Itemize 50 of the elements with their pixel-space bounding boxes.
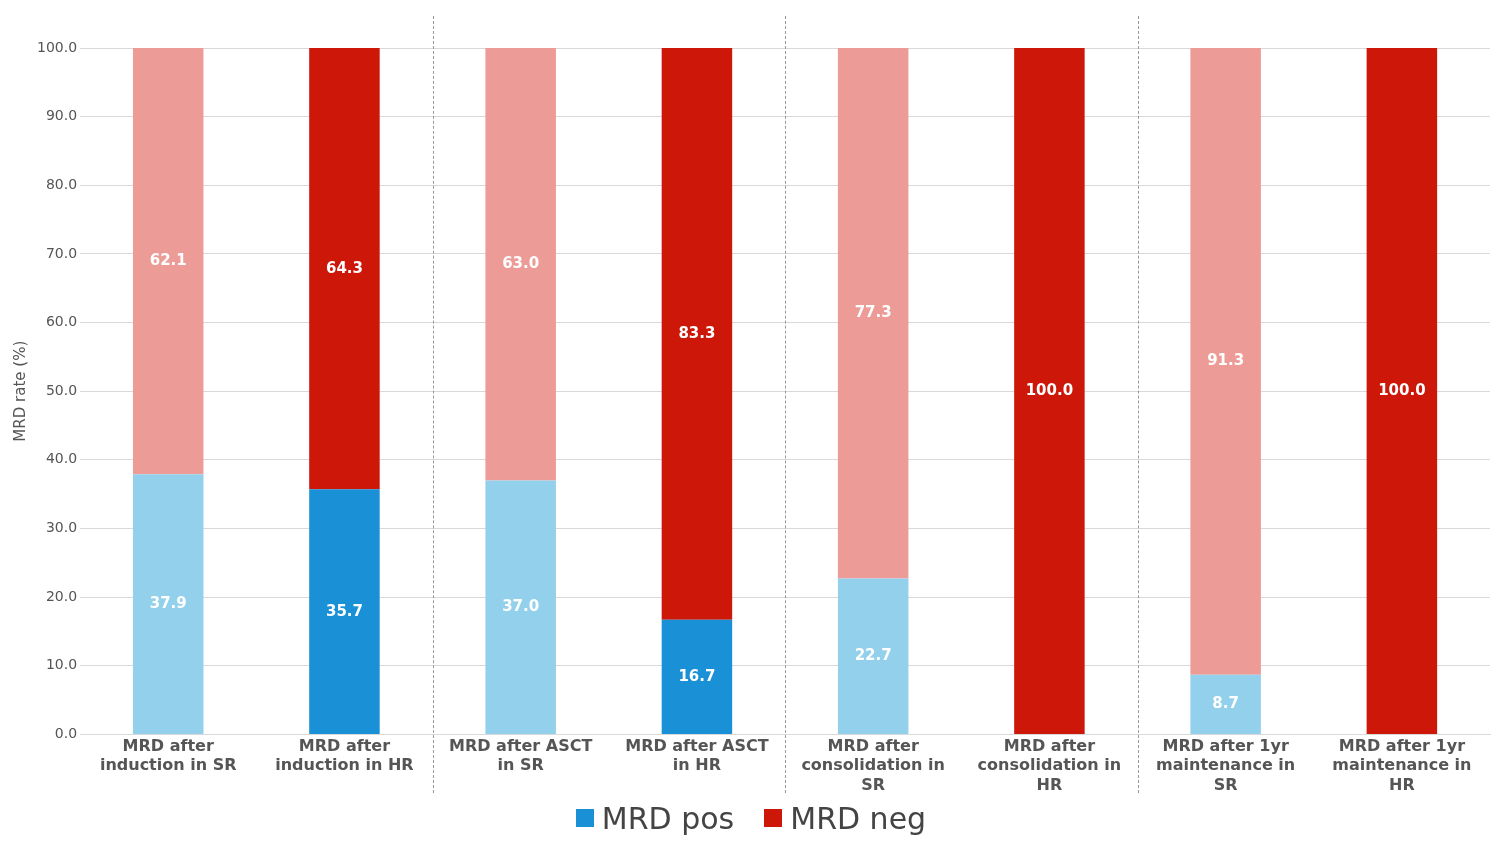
data-label: 64.3 [325, 258, 363, 277]
data-label: 100.0 [1025, 380, 1074, 399]
bar [837, 578, 909, 734]
y-tick-label: 30.0 [45, 519, 78, 536]
bar [485, 48, 556, 481]
bar [309, 489, 380, 734]
x-tick-label: MRD after induction in SR [99, 736, 237, 775]
bar [837, 48, 909, 579]
data-label: 8.7 [1212, 694, 1239, 713]
y-axis-title: MRD rate (%) [10, 340, 29, 442]
bar [1190, 674, 1261, 734]
x-tick-label: MRD after consolidation in SR [801, 736, 945, 794]
data-label: 63.0 [502, 254, 540, 273]
x-tick-label: MRD after 1yr maintenance in HR [1332, 736, 1472, 794]
bar [485, 480, 556, 734]
y-tick-label: 50.0 [45, 381, 78, 398]
bar [309, 48, 380, 490]
x-tick-label: MRD after induction in HR [275, 736, 414, 775]
data-label: 100.0 [1378, 380, 1426, 399]
y-tick-label: 10.0 [45, 656, 78, 673]
data-label: 22.7 [854, 646, 892, 665]
y-tick-label: 0.0 [54, 725, 78, 742]
bar [1014, 48, 1085, 734]
data-label: 83.3 [678, 323, 716, 342]
data-label: 37.0 [502, 597, 540, 616]
data-label: 35.7 [325, 601, 363, 620]
y-tick-label: 20.0 [45, 587, 78, 604]
bar [661, 48, 733, 620]
data-label: 62.1 [149, 251, 187, 270]
bar [132, 48, 204, 475]
y-tick-label: 100.0 [36, 38, 78, 55]
data-label: 16.7 [678, 666, 716, 685]
y-tick-label: 80.0 [45, 175, 78, 192]
data-label: 37.9 [149, 593, 187, 612]
bar [661, 619, 733, 734]
bar [1190, 48, 1261, 675]
x-tick-label: MRD after 1yr maintenance in SR [1156, 736, 1296, 794]
y-tick-label: 60.0 [45, 313, 78, 330]
legend-label: MRD pos [601, 800, 735, 836]
x-tick-label: MRD after ASCT in HR [625, 736, 769, 775]
x-tick-label: MRD after ASCT in SR [448, 736, 593, 775]
data-label: 91.3 [1207, 351, 1245, 370]
x-tick-label: MRD after consolidation in HR [977, 736, 1122, 794]
bar [1366, 48, 1438, 734]
y-tick-label: 40.0 [45, 450, 78, 467]
data-label: 77.3 [854, 303, 892, 322]
bar [132, 474, 204, 734]
y-tick-label: 70.0 [45, 244, 78, 261]
legend-label: MRD neg [790, 800, 927, 836]
y-tick-label: 90.0 [45, 107, 78, 124]
